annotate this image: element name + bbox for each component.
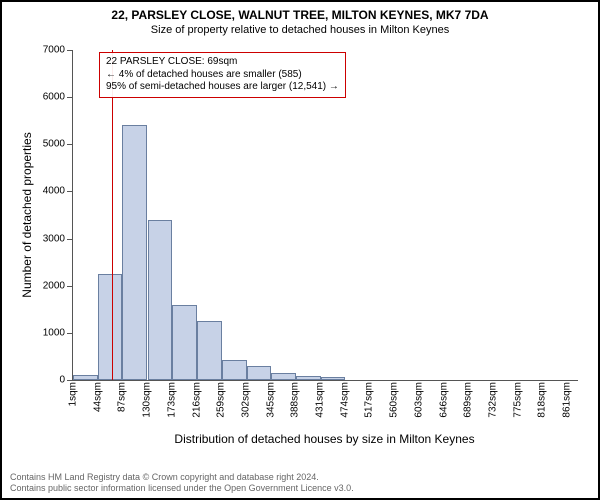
annotation-line-3: 95% of semi-detached houses are larger (… [106, 81, 339, 94]
x-tick-label: 646sqm [438, 382, 449, 418]
y-tick-label: 1000 [43, 327, 73, 338]
y-axis-label: Number of detached properties [20, 132, 34, 297]
histogram-bar [271, 373, 296, 380]
y-tick-label: 5000 [43, 139, 73, 150]
histogram-bar [172, 305, 197, 380]
histogram-bar [73, 375, 98, 380]
x-tick-label: 173sqm [166, 382, 177, 418]
x-tick-label: 818sqm [537, 382, 548, 418]
histogram-bar [122, 125, 147, 380]
histogram-bar [321, 377, 346, 380]
x-tick-label: 1sqm [68, 382, 79, 406]
histogram-bar [148, 220, 173, 380]
annotation-line-2: ← 4% of detached houses are smaller (585… [106, 69, 339, 82]
footer-text: Contains HM Land Registry data © Crown c… [10, 472, 590, 494]
x-tick-label: 560sqm [389, 382, 400, 418]
annotation-box: 22 PARSLEY CLOSE: 69sqm ← 4% of detached… [99, 52, 346, 98]
x-tick-label: 431sqm [315, 382, 326, 418]
x-tick-label: 775sqm [512, 382, 523, 418]
histogram-bar [98, 274, 123, 380]
x-tick-label: 732sqm [487, 382, 498, 418]
y-tick-label: 3000 [43, 233, 73, 244]
y-tick-label: 2000 [43, 280, 73, 291]
x-tick-label: 345sqm [265, 382, 276, 418]
footer-line-2: Contains public sector information licen… [10, 483, 590, 494]
histogram-bar [222, 360, 247, 380]
y-tick-label: 6000 [43, 92, 73, 103]
x-axis-label: Distribution of detached houses by size … [174, 432, 474, 446]
histogram-bar [197, 321, 222, 380]
y-tick-label: 7000 [43, 45, 73, 56]
x-tick-label: 302sqm [240, 382, 251, 418]
chart-container: 22, PARSLEY CLOSE, WALNUT TREE, MILTON K… [0, 0, 600, 500]
x-tick-label: 216sqm [191, 382, 202, 418]
chart-subtitle: Size of property relative to detached ho… [2, 24, 598, 36]
x-tick-label: 861sqm [562, 382, 573, 418]
plot-area: 010002000300040005000600070001sqm44sqm87… [72, 50, 578, 381]
x-tick-label: 517sqm [364, 382, 375, 418]
x-tick-label: 689sqm [463, 382, 474, 418]
x-tick-label: 603sqm [413, 382, 424, 418]
footer-line-1: Contains HM Land Registry data © Crown c… [10, 472, 590, 483]
x-tick-label: 259sqm [216, 382, 227, 418]
x-tick-label: 87sqm [117, 382, 128, 412]
histogram-bar [247, 366, 272, 380]
property-marker-line [112, 50, 113, 380]
x-tick-label: 388sqm [290, 382, 301, 418]
y-tick-label: 4000 [43, 186, 73, 197]
x-tick-label: 474sqm [339, 382, 350, 418]
x-tick-label: 44sqm [92, 382, 103, 412]
annotation-line-1: 22 PARSLEY CLOSE: 69sqm [106, 56, 339, 69]
x-tick-label: 130sqm [142, 382, 153, 418]
histogram-bar [296, 376, 321, 380]
chart-title: 22, PARSLEY CLOSE, WALNUT TREE, MILTON K… [2, 8, 598, 22]
